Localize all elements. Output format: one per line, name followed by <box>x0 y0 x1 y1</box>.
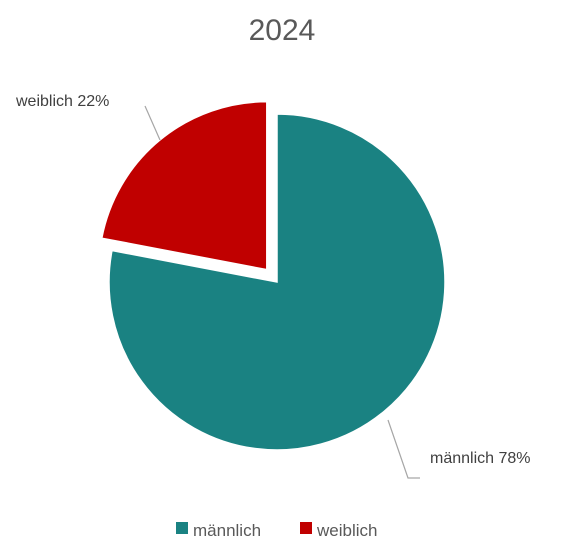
data-label-maennlich: männlich 78% <box>430 450 531 467</box>
data-label-weiblich: weiblich 22% <box>15 93 109 110</box>
legend-label-weiblich: weiblich <box>316 521 377 540</box>
legend-swatch-weiblich <box>300 522 312 534</box>
pie-slice-weiblich <box>100 100 268 271</box>
chart-title: 2024 <box>249 14 316 47</box>
leader-line-maennlich <box>387 419 420 479</box>
leader-line-weiblich <box>144 105 161 141</box>
pie-slice-maennlich <box>108 113 446 451</box>
pie-slices <box>100 100 446 451</box>
legend: männlich weiblich <box>176 521 377 540</box>
legend-swatch-maennlich <box>176 522 188 534</box>
legend-label-maennlich: männlich <box>193 521 261 540</box>
